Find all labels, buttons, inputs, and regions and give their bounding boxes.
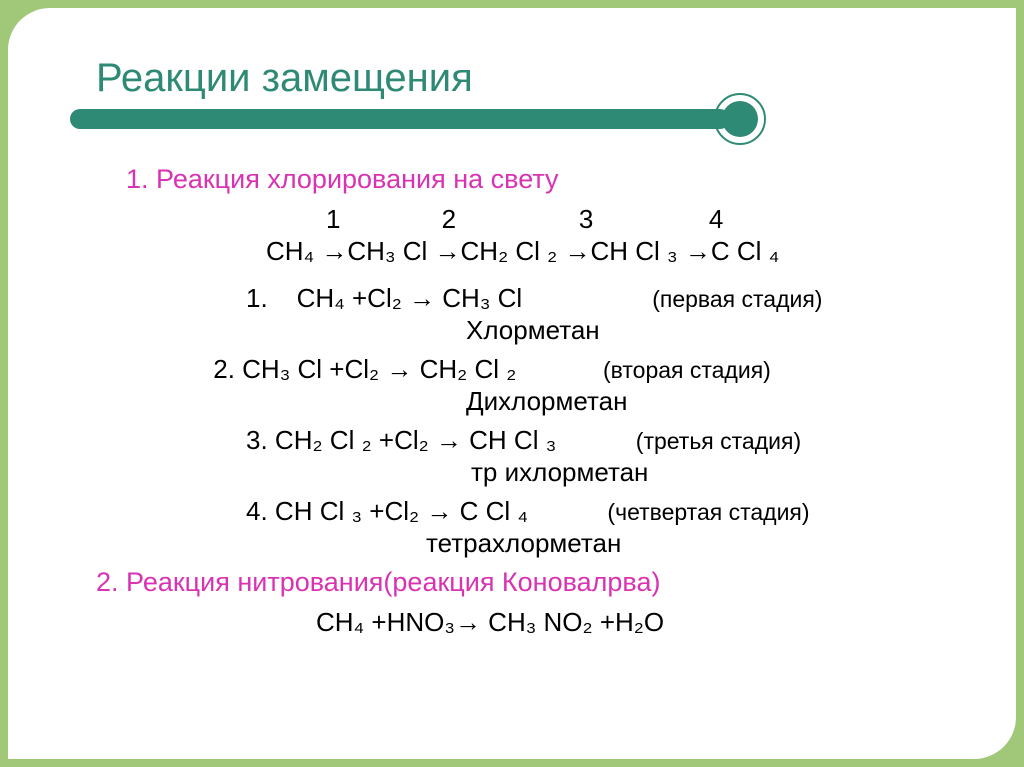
eq3-num: 3. bbox=[246, 425, 268, 455]
product-3: тр ихлорметан bbox=[471, 456, 956, 489]
title-underline-bar bbox=[96, 109, 956, 135]
slide-canvas: Реакции замещения 1. Реакция хлорировани… bbox=[8, 8, 1016, 759]
section-2-heading: 2. Реакция нитрования(реакция Коновалрва… bbox=[96, 566, 956, 600]
eq3-body: СН₂ Cl ₂ +Сl₂ → СН Cl ₃ bbox=[275, 425, 556, 455]
stage-2-label: (вторая стадия) bbox=[603, 357, 771, 383]
content-area: Реакции замещения 1. Реакция хлорировани… bbox=[96, 56, 956, 638]
product-4: тетрахлорметан bbox=[426, 527, 956, 560]
eq1-num: 1. bbox=[246, 283, 268, 313]
slide-border: Реакции замещения 1. Реакция хлорировани… bbox=[0, 0, 1024, 767]
equation-3: 3. СН₂ Cl ₂ +Сl₂ → СН Cl ₃ (третья стади… bbox=[246, 424, 956, 457]
eq4-num: 4. bbox=[246, 496, 268, 526]
stage-1-label: (первая стадия) bbox=[652, 286, 822, 312]
slide-title: Реакции замещения bbox=[96, 56, 956, 101]
bar-fill bbox=[70, 109, 730, 129]
eq2-num: 2. bbox=[213, 354, 235, 384]
bar-circle bbox=[722, 101, 758, 137]
product-1: Хлорметан bbox=[466, 314, 956, 347]
stage-3-label: (третья стадия) bbox=[636, 428, 801, 454]
equation-4: 4. СН Cl ₃ +Сl₂ → С Cl ₄ (четвертая стад… bbox=[246, 495, 956, 528]
product-2: Дихлорметан bbox=[466, 385, 956, 418]
body-text: 1. Реакция хлорирования на свету 1 2 3 4… bbox=[96, 163, 956, 638]
step-numbers-row: 1 2 3 4 bbox=[326, 203, 956, 236]
section-1-heading: 1. Реакция хлорирования на свету bbox=[126, 163, 956, 197]
nitration-equation: СН₄ +НNO₃→ СН₃ NO₂ +Н₂О bbox=[316, 606, 956, 639]
equation-1: 1. СН₄ +Сl₂ → СН₃ Сl (первая стадия) bbox=[246, 282, 956, 315]
equation-2: 2. СН₃ Сl +Сl₂ → СН₂ Cl ₂ (вторая стадия… bbox=[206, 353, 956, 386]
eq2-body: СН₃ Сl +Сl₂ → СН₂ Cl ₂ bbox=[242, 354, 516, 384]
eq1-body: СН₄ +Сl₂ → СН₃ Сl bbox=[297, 283, 523, 313]
stage-4-label: (четвертая стадия) bbox=[607, 499, 809, 525]
chlorination-chain: СН₄ →СН₃ Cl →СН₂ Cl ₂ →СН Cl ₃ →С Cl ₄ bbox=[266, 235, 956, 268]
eq4-body: СН Cl ₃ +Сl₂ → С Cl ₄ bbox=[275, 496, 528, 526]
